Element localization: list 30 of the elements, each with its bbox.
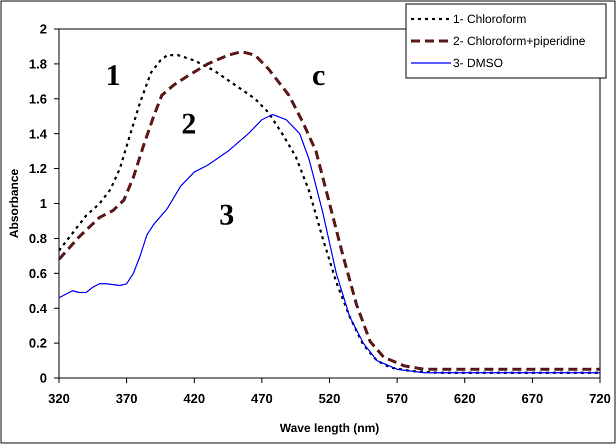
legend-label: 3- DMSO bbox=[453, 56, 504, 70]
y-tick-label: 0.6 bbox=[28, 266, 47, 281]
x-axis-title: Wave length (nm) bbox=[280, 421, 380, 435]
annotation: 2 bbox=[181, 108, 196, 141]
x-tick-label: 620 bbox=[454, 391, 476, 406]
annotation: c bbox=[312, 58, 326, 92]
x-tick-label: 720 bbox=[589, 391, 611, 406]
y-axis-title: Absorbance bbox=[7, 168, 21, 238]
annotation: 3 bbox=[219, 198, 234, 232]
y-tick-label: 1 bbox=[40, 196, 47, 212]
y-tick-label: 0.4 bbox=[28, 300, 48, 316]
y-tick-label: 1.4 bbox=[28, 126, 48, 142]
legend-label: 1- Chloroform bbox=[453, 12, 526, 26]
annotation: 1 bbox=[106, 58, 121, 92]
y-tick-label: 1.8 bbox=[28, 56, 47, 72]
y-tick-label: 0.8 bbox=[28, 230, 47, 246]
y-tick-label: 2 bbox=[40, 22, 47, 37]
line-series bbox=[58, 114, 601, 374]
legend-label: 2- Chloroform+piperidine bbox=[453, 34, 586, 48]
x-tick-label: 320 bbox=[48, 391, 70, 406]
x-tick-label: 670 bbox=[522, 391, 544, 406]
x-tick-label: 520 bbox=[318, 391, 340, 406]
x-tick-label: 470 bbox=[251, 391, 273, 406]
x-tick-label: 570 bbox=[386, 391, 408, 406]
x-tick-label: 370 bbox=[116, 391, 138, 406]
x-tick-label: 420 bbox=[183, 391, 206, 406]
y-tick-label: 0 bbox=[40, 370, 47, 386]
y-tick-label: 1.2 bbox=[28, 161, 47, 176]
y-tick-label: 0.2 bbox=[28, 336, 47, 351]
y-tick-label: 1.6 bbox=[28, 91, 47, 106]
